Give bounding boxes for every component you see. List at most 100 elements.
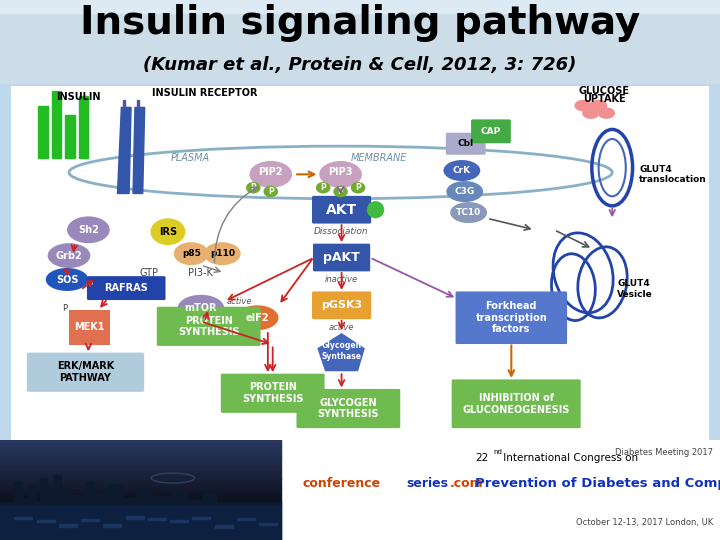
Bar — [104, 523, 122, 525]
Ellipse shape — [333, 186, 348, 197]
Text: p110: p110 — [210, 249, 235, 258]
FancyBboxPatch shape — [312, 292, 371, 319]
Bar — [52, 91, 61, 158]
Ellipse shape — [446, 181, 483, 202]
Text: CrK: CrK — [453, 166, 471, 175]
Text: inactive: inactive — [325, 275, 358, 284]
Text: Insulin signaling pathway: Insulin signaling pathway — [80, 4, 640, 43]
Bar — [0, 462, 281, 465]
Text: C3G: C3G — [454, 187, 475, 196]
Text: AKT: AKT — [326, 202, 357, 217]
Text: INSULIN: INSULIN — [56, 92, 101, 102]
Text: Prevention of Diabetes and Complications: Prevention of Diabetes and Complications — [475, 477, 720, 490]
FancyBboxPatch shape — [446, 133, 485, 155]
Bar — [0, 485, 281, 489]
Text: GLUCOSE: GLUCOSE — [579, 86, 630, 96]
FancyBboxPatch shape — [451, 380, 580, 428]
Text: INHIBITION of
GLUCONEOGENESIS: INHIBITION of GLUCONEOGENESIS — [462, 393, 570, 415]
FancyBboxPatch shape — [312, 196, 371, 224]
Text: UPTAKE: UPTAKE — [583, 94, 626, 104]
Bar — [14, 524, 32, 527]
Text: PI3-K: PI3-K — [189, 268, 213, 278]
Bar — [38, 105, 48, 158]
Polygon shape — [0, 475, 281, 540]
Text: CAP: CAP — [481, 127, 501, 136]
Text: P: P — [355, 183, 361, 192]
Bar — [0, 472, 281, 475]
Text: INSULIN RECEPTOR: INSULIN RECEPTOR — [152, 88, 258, 98]
Polygon shape — [69, 310, 109, 345]
Bar — [0, 488, 281, 492]
Ellipse shape — [450, 202, 487, 223]
Text: pGSK3: pGSK3 — [321, 300, 362, 310]
Ellipse shape — [575, 100, 592, 111]
Text: GLUT4
translocation: GLUT4 translocation — [639, 165, 707, 184]
Bar — [237, 517, 255, 519]
Ellipse shape — [236, 305, 279, 330]
Bar — [65, 115, 75, 158]
Text: PIP3: PIP3 — [328, 167, 353, 178]
Text: Dissociation: Dissociation — [313, 227, 368, 236]
Bar — [0, 491, 281, 495]
Ellipse shape — [249, 161, 292, 188]
Ellipse shape — [319, 161, 362, 188]
Text: .com: .com — [450, 477, 484, 490]
Ellipse shape — [48, 243, 90, 268]
Bar — [0, 482, 281, 485]
Text: October 12-13, 2017 London, UK: October 12-13, 2017 London, UK — [575, 517, 713, 526]
Text: GLYCOGEN
SYNTHESIS: GLYCOGEN SYNTHESIS — [318, 398, 379, 420]
FancyBboxPatch shape — [471, 119, 510, 143]
Text: SOS: SOS — [56, 274, 78, 285]
Text: GLUT4
Vesicle: GLUT4 Vesicle — [617, 279, 653, 299]
Ellipse shape — [316, 182, 330, 193]
Bar — [192, 522, 210, 524]
Text: mTOR: mTOR — [184, 303, 217, 313]
Polygon shape — [318, 333, 365, 372]
Text: series: series — [407, 477, 449, 490]
Text: active: active — [329, 323, 354, 332]
Bar — [81, 518, 99, 520]
Text: PIP2: PIP2 — [258, 167, 283, 178]
Ellipse shape — [590, 100, 608, 111]
Bar — [0, 0, 720, 12]
FancyBboxPatch shape — [157, 307, 261, 346]
FancyBboxPatch shape — [297, 389, 400, 428]
Bar — [0, 495, 281, 498]
Text: ERK/MARK
PATHWAY: ERK/MARK PATHWAY — [57, 361, 114, 383]
Bar — [0, 446, 281, 449]
Bar — [148, 523, 166, 526]
Text: pAKT: pAKT — [323, 251, 360, 264]
Ellipse shape — [246, 182, 261, 193]
Text: 22: 22 — [475, 453, 488, 463]
Bar — [170, 524, 188, 527]
Ellipse shape — [178, 295, 224, 321]
Ellipse shape — [46, 268, 89, 291]
Ellipse shape — [598, 107, 615, 119]
FancyBboxPatch shape — [456, 292, 567, 344]
Bar — [59, 525, 77, 528]
Bar — [78, 96, 89, 158]
FancyBboxPatch shape — [313, 244, 370, 272]
Bar — [0, 465, 281, 469]
Text: P: P — [251, 183, 256, 192]
Ellipse shape — [174, 242, 209, 265]
Text: P: P — [63, 303, 68, 313]
Bar — [0, 449, 281, 453]
Ellipse shape — [67, 217, 109, 243]
Bar — [37, 525, 55, 528]
Text: P: P — [338, 187, 343, 196]
Bar — [0, 452, 281, 456]
Polygon shape — [133, 107, 145, 193]
Bar — [0, 469, 281, 472]
Text: P: P — [320, 183, 326, 192]
Ellipse shape — [264, 186, 278, 197]
Text: TC10: TC10 — [456, 208, 481, 217]
Bar — [215, 523, 233, 526]
Bar — [123, 100, 125, 107]
Ellipse shape — [366, 201, 384, 218]
Text: IRS: IRS — [159, 227, 177, 237]
FancyBboxPatch shape — [221, 374, 325, 413]
Bar — [0, 502, 281, 505]
Text: RAFRAS: RAFRAS — [104, 283, 148, 293]
Bar — [281, 440, 720, 540]
